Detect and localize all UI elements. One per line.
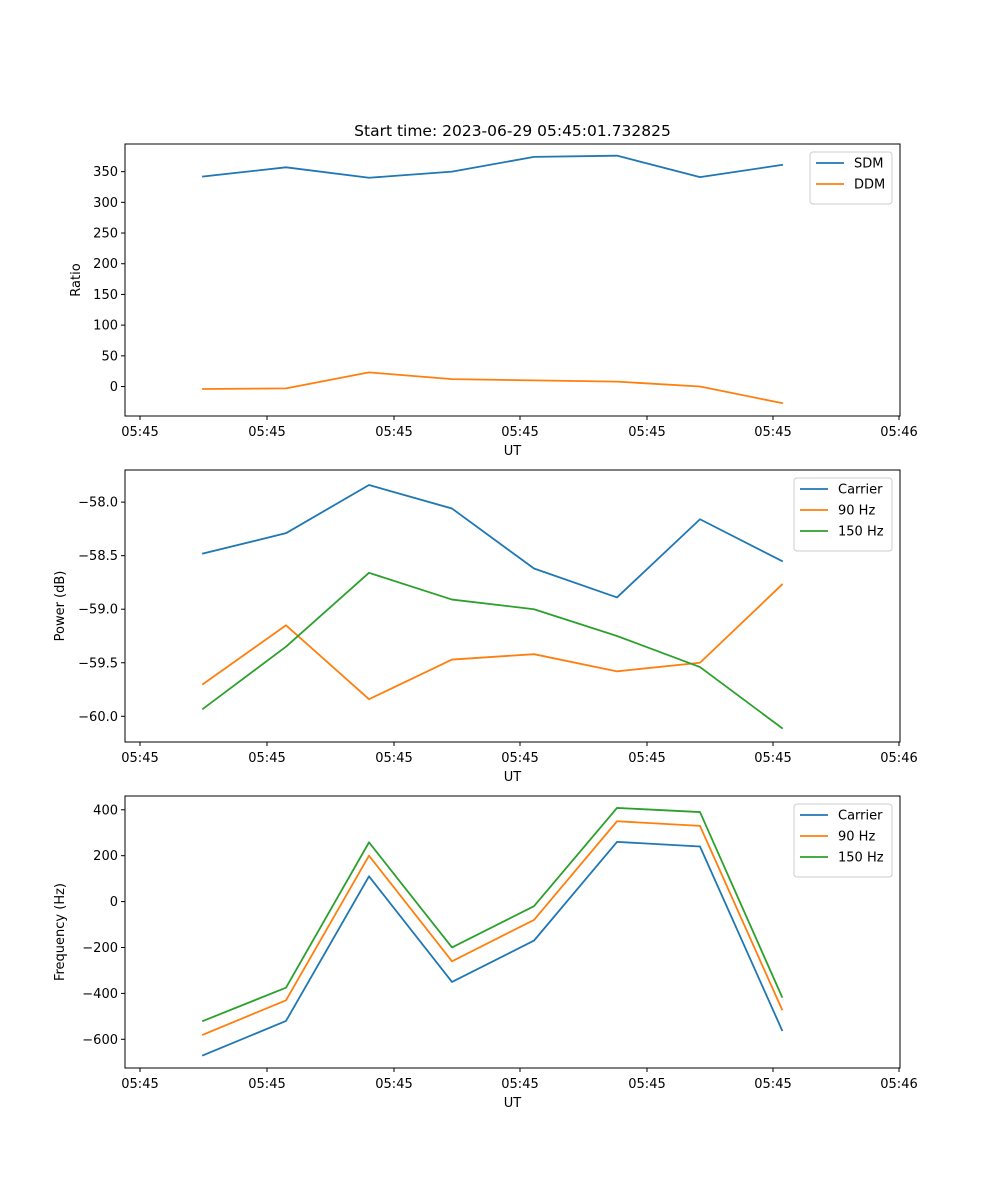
series-line-90-hz <box>201 583 784 701</box>
y-tick-label: 400 <box>93 803 118 818</box>
x-tick-label: 05:45 <box>121 1077 158 1092</box>
y-axis-label: Frequency (Hz) <box>53 883 68 981</box>
y-tick-label: −58.5 <box>78 549 118 564</box>
x-tick-label: 05:45 <box>501 751 538 766</box>
x-tick-label: 05:45 <box>754 751 791 766</box>
subplot-1: 05:45 05:45 05:45 05:45 05:45 05:45 05:46 0 50 10… <box>69 143 918 459</box>
x-tick-label: 05:45 <box>121 425 158 440</box>
series-line-ddm <box>202 371 784 405</box>
x-tick-label: 05:45 <box>375 751 412 766</box>
y-tick-label: −200 <box>82 941 118 956</box>
x-tick-label: 05:45 <box>501 425 538 440</box>
x-tick-label: 05:45 <box>248 1077 285 1092</box>
y-tick-label: 350 <box>93 165 118 180</box>
axes-frame <box>124 143 901 417</box>
legend-frame <box>793 803 893 878</box>
y-tick-label: 0 <box>110 895 118 910</box>
subplot-2: 05:45 05:45 05:45 05:45 05:45 05:45 05:46 −60.0… <box>53 469 918 785</box>
y-tick-label: −58.0 <box>78 496 118 511</box>
x-tick-label: 05:45 <box>248 751 285 766</box>
legend-entry: SDM <box>854 157 883 172</box>
legend: Carrier 90 Hz 150 Hz <box>793 477 893 552</box>
y-tick-label: −59.0 <box>78 603 118 618</box>
legend-frame <box>793 477 893 552</box>
y-tick-label: 150 <box>93 288 118 303</box>
series-line-carrier <box>201 841 784 1057</box>
legend-entry: 90 Hz <box>838 504 875 519</box>
legend-entry: Carrier <box>838 809 883 824</box>
x-tick-label: 05:45 <box>628 751 665 766</box>
series-line-150-hz <box>201 571 784 730</box>
y-tick-label: −600 <box>82 1033 118 1048</box>
figure-title: Start time: 2023-06-29 05:45:01.732825 <box>354 122 671 140</box>
x-tick-label: 05:45 <box>248 425 285 440</box>
x-axis-label: UT <box>504 444 522 459</box>
y-tick-label: 300 <box>93 196 118 211</box>
legend-entry: 150 Hz <box>838 851 884 866</box>
legend-entry: 90 Hz <box>838 830 875 845</box>
x-tick-label: 05:45 <box>375 1077 412 1092</box>
plots-container: 05:45 05:45 05:45 05:45 05:45 05:45 05:46 0 50 10… <box>53 143 918 1111</box>
series-line-sdm <box>202 154 784 179</box>
legend-frame <box>809 151 893 205</box>
x-tick-label: 05:45 <box>375 425 412 440</box>
x-tick-label: 05:45 <box>501 1077 538 1092</box>
y-tick-label: 200 <box>93 257 118 272</box>
y-axis-label: Power (dB) <box>53 571 68 642</box>
y-tick-label: −59.5 <box>78 656 118 671</box>
y-tick-label: 200 <box>93 849 118 864</box>
series-line-150-hz <box>201 807 784 1023</box>
y-tick-label: 0 <box>110 380 118 395</box>
x-tick-label: 05:45 <box>754 425 791 440</box>
axes-frame <box>124 795 901 1069</box>
y-tick-label: −400 <box>82 987 118 1002</box>
y-tick-label: −60.0 <box>78 710 118 725</box>
x-tick-label: 05:46 <box>880 425 917 440</box>
x-tick-label: 05:45 <box>754 1077 791 1092</box>
legend: SDM DDM <box>809 151 893 205</box>
legend-entry: DDM <box>854 178 885 193</box>
y-axis-label: Ratio <box>69 263 84 296</box>
y-tick-label: 100 <box>93 319 118 334</box>
axes-frame <box>124 469 901 743</box>
subplot-3: 05:45 05:45 05:45 05:45 05:45 05:45 05:46 −600 −… <box>53 795 918 1111</box>
legend-entry: 150 Hz <box>838 525 884 540</box>
legend-entry: Carrier <box>838 483 883 498</box>
x-tick-label: 05:46 <box>880 1077 917 1092</box>
series-line-carrier <box>201 484 784 599</box>
x-axis-label: UT <box>504 770 522 785</box>
series-line-90-hz <box>201 820 784 1036</box>
y-tick-label: 250 <box>93 227 118 242</box>
x-tick-label: 05:45 <box>628 425 665 440</box>
legend: Carrier 90 Hz 150 Hz <box>793 803 893 878</box>
x-tick-label: 05:46 <box>880 751 917 766</box>
x-axis-label: UT <box>504 1096 522 1111</box>
x-tick-label: 05:45 <box>121 751 158 766</box>
x-tick-label: 05:45 <box>628 1077 665 1092</box>
y-tick-label: 50 <box>101 349 118 364</box>
